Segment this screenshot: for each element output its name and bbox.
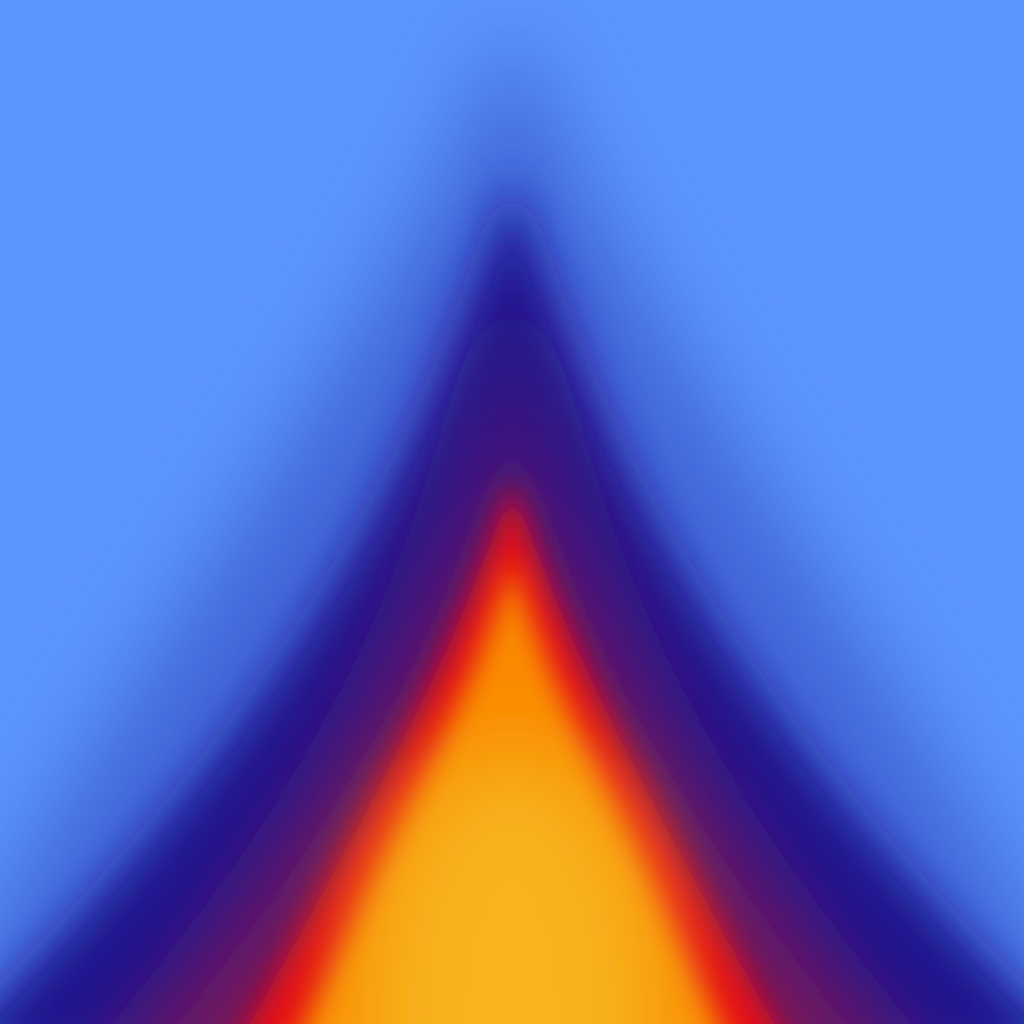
yellow-core [362,750,662,1024]
